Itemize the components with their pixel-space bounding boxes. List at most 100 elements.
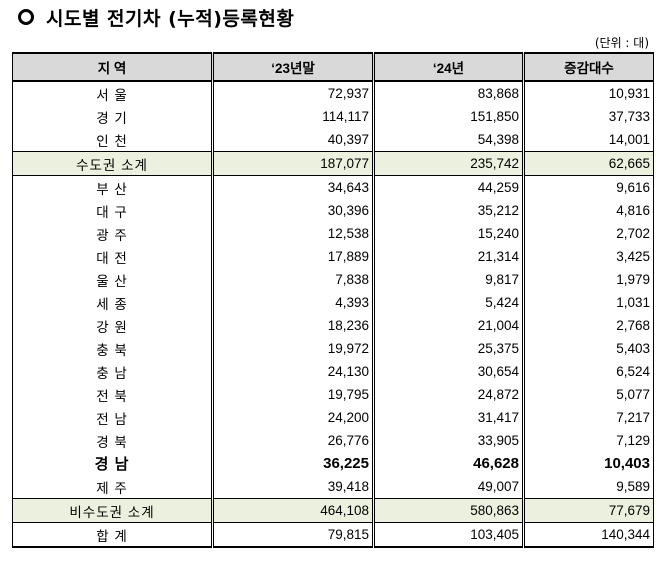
header-region: 지 역 bbox=[12, 52, 214, 82]
change-cell: 9,589 bbox=[523, 475, 654, 499]
change-cell: 1,979 bbox=[523, 268, 654, 291]
value-2024-cell: 35,212 bbox=[373, 199, 525, 222]
value-2024-cell: 44,259 bbox=[373, 175, 525, 199]
table-row: 대 전 17,889 21,314 3,425 bbox=[12, 245, 654, 268]
change-cell: 10,403 bbox=[523, 452, 654, 475]
change-cell: 37,733 bbox=[523, 105, 654, 128]
value-2023-cell: 17,889 bbox=[212, 245, 375, 268]
region-cell: 경 남 bbox=[12, 452, 214, 475]
value-2024-cell: 235,742 bbox=[373, 151, 525, 176]
region-cell: 울 산 bbox=[12, 268, 214, 291]
value-2024-cell: 24,872 bbox=[373, 383, 525, 406]
value-2024-cell: 580,863 bbox=[373, 498, 525, 523]
value-2023-cell: 34,643 bbox=[212, 175, 375, 199]
title-text: 시도별 전기차 (누적)등록현황 bbox=[46, 7, 295, 30]
region-cell: 세 종 bbox=[12, 291, 214, 314]
value-2023-cell: 19,972 bbox=[212, 337, 375, 360]
table-row: 제 주 39,418 49,007 9,589 bbox=[12, 475, 654, 499]
subtotal-row: 비수도권 소계 464,108 580,863 77,679 bbox=[12, 498, 654, 523]
value-2023-cell: 79,815 bbox=[212, 522, 375, 548]
table-row: 경 북 26,776 33,905 7,129 bbox=[12, 429, 654, 452]
change-cell: 7,217 bbox=[523, 406, 654, 429]
region-cell: 수도권 소계 bbox=[12, 151, 214, 176]
change-cell: 6,524 bbox=[523, 360, 654, 383]
value-2023-cell: 114,117 bbox=[212, 105, 375, 128]
value-2023-cell: 26,776 bbox=[212, 429, 375, 452]
change-cell: 4,816 bbox=[523, 199, 654, 222]
region-cell: 충 북 bbox=[12, 337, 214, 360]
value-2023-cell: 36,225 bbox=[212, 452, 375, 475]
region-cell: 경 기 bbox=[12, 105, 214, 128]
table-row: 광 주 12,538 15,240 2,702 bbox=[12, 222, 654, 245]
region-cell: 합 계 bbox=[12, 522, 214, 548]
value-2024-cell: 21,314 bbox=[373, 245, 525, 268]
change-cell: 5,077 bbox=[523, 383, 654, 406]
table-row: 경 남 36,225 46,628 10,403 bbox=[12, 452, 654, 475]
value-2024-cell: 33,905 bbox=[373, 429, 525, 452]
value-2024-cell: 9,817 bbox=[373, 268, 525, 291]
value-2024-cell: 5,424 bbox=[373, 291, 525, 314]
change-cell: 62,665 bbox=[523, 151, 654, 176]
change-cell: 5,403 bbox=[523, 337, 654, 360]
region-cell: 전 남 bbox=[12, 406, 214, 429]
value-2023-cell: 24,200 bbox=[212, 406, 375, 429]
value-2024-cell: 25,375 bbox=[373, 337, 525, 360]
change-cell: 3,425 bbox=[523, 245, 654, 268]
region-cell: 인 천 bbox=[12, 128, 214, 152]
table-row: 대 구 30,396 35,212 4,816 bbox=[12, 199, 654, 222]
value-2023-cell: 464,108 bbox=[212, 498, 375, 523]
region-cell: 전 북 bbox=[12, 383, 214, 406]
region-cell: 제 주 bbox=[12, 475, 214, 499]
change-cell: 9,616 bbox=[523, 175, 654, 199]
header-2023: ‘23년말 bbox=[212, 52, 375, 82]
circle-bullet-icon bbox=[18, 9, 34, 25]
change-cell: 7,129 bbox=[523, 429, 654, 452]
value-2023-cell: 72,937 bbox=[212, 81, 375, 105]
region-cell: 비수도권 소계 bbox=[12, 498, 214, 523]
region-cell: 부 산 bbox=[12, 175, 214, 199]
table-row: 전 남 24,200 31,417 7,217 bbox=[12, 406, 654, 429]
change-cell: 1,031 bbox=[523, 291, 654, 314]
document-title: 시도별 전기차 (누적)등록현황 bbox=[18, 2, 294, 32]
value-2024-cell: 15,240 bbox=[373, 222, 525, 245]
value-2024-cell: 49,007 bbox=[373, 475, 525, 499]
value-2024-cell: 31,417 bbox=[373, 406, 525, 429]
value-2023-cell: 12,538 bbox=[212, 222, 375, 245]
change-cell: 2,702 bbox=[523, 222, 654, 245]
value-2024-cell: 21,004 bbox=[373, 314, 525, 337]
table-row: 충 남 24,130 30,654 6,524 bbox=[12, 360, 654, 383]
table-row: 인 천 40,397 54,398 14,001 bbox=[12, 128, 654, 152]
table-row: 서 울 72,937 83,868 10,931 bbox=[12, 81, 654, 105]
change-cell: 14,001 bbox=[523, 128, 654, 152]
change-cell: 140,344 bbox=[523, 522, 654, 548]
region-cell: 대 구 bbox=[12, 199, 214, 222]
table-row: 세 종 4,393 5,424 1,031 bbox=[12, 291, 654, 314]
value-2024-cell: 46,628 bbox=[373, 452, 525, 475]
value-2024-cell: 54,398 bbox=[373, 128, 525, 152]
region-cell: 서 울 bbox=[12, 81, 214, 105]
subtotal-row: 수도권 소계 187,077 235,742 62,665 bbox=[12, 151, 654, 176]
value-2023-cell: 4,393 bbox=[212, 291, 375, 314]
value-2023-cell: 187,077 bbox=[212, 151, 375, 176]
table-row: 부 산 34,643 44,259 9,616 bbox=[12, 175, 654, 199]
header-change: 증감대수 bbox=[523, 52, 654, 82]
value-2023-cell: 18,236 bbox=[212, 314, 375, 337]
value-2024-cell: 83,868 bbox=[373, 81, 525, 105]
value-2023-cell: 7,838 bbox=[212, 268, 375, 291]
change-cell: 77,679 bbox=[523, 498, 654, 523]
value-2023-cell: 40,397 bbox=[212, 128, 375, 152]
unit-label: (단위 : 대) bbox=[594, 36, 649, 50]
value-2024-cell: 103,405 bbox=[373, 522, 525, 548]
value-2023-cell: 39,418 bbox=[212, 475, 375, 499]
table-row: 전 북 19,795 24,872 5,077 bbox=[12, 383, 654, 406]
change-cell: 10,931 bbox=[523, 81, 654, 105]
change-cell: 2,768 bbox=[523, 314, 654, 337]
region-cell: 충 남 bbox=[12, 360, 214, 383]
value-2024-cell: 151,850 bbox=[373, 105, 525, 128]
value-2023-cell: 24,130 bbox=[212, 360, 375, 383]
value-2023-cell: 30,396 bbox=[212, 199, 375, 222]
header-2024: ‘24년 bbox=[373, 52, 525, 82]
value-2024-cell: 30,654 bbox=[373, 360, 525, 383]
table-row: 강 원 18,236 21,004 2,768 bbox=[12, 314, 654, 337]
table-row: 경 기 114,117 151,850 37,733 bbox=[12, 105, 654, 128]
